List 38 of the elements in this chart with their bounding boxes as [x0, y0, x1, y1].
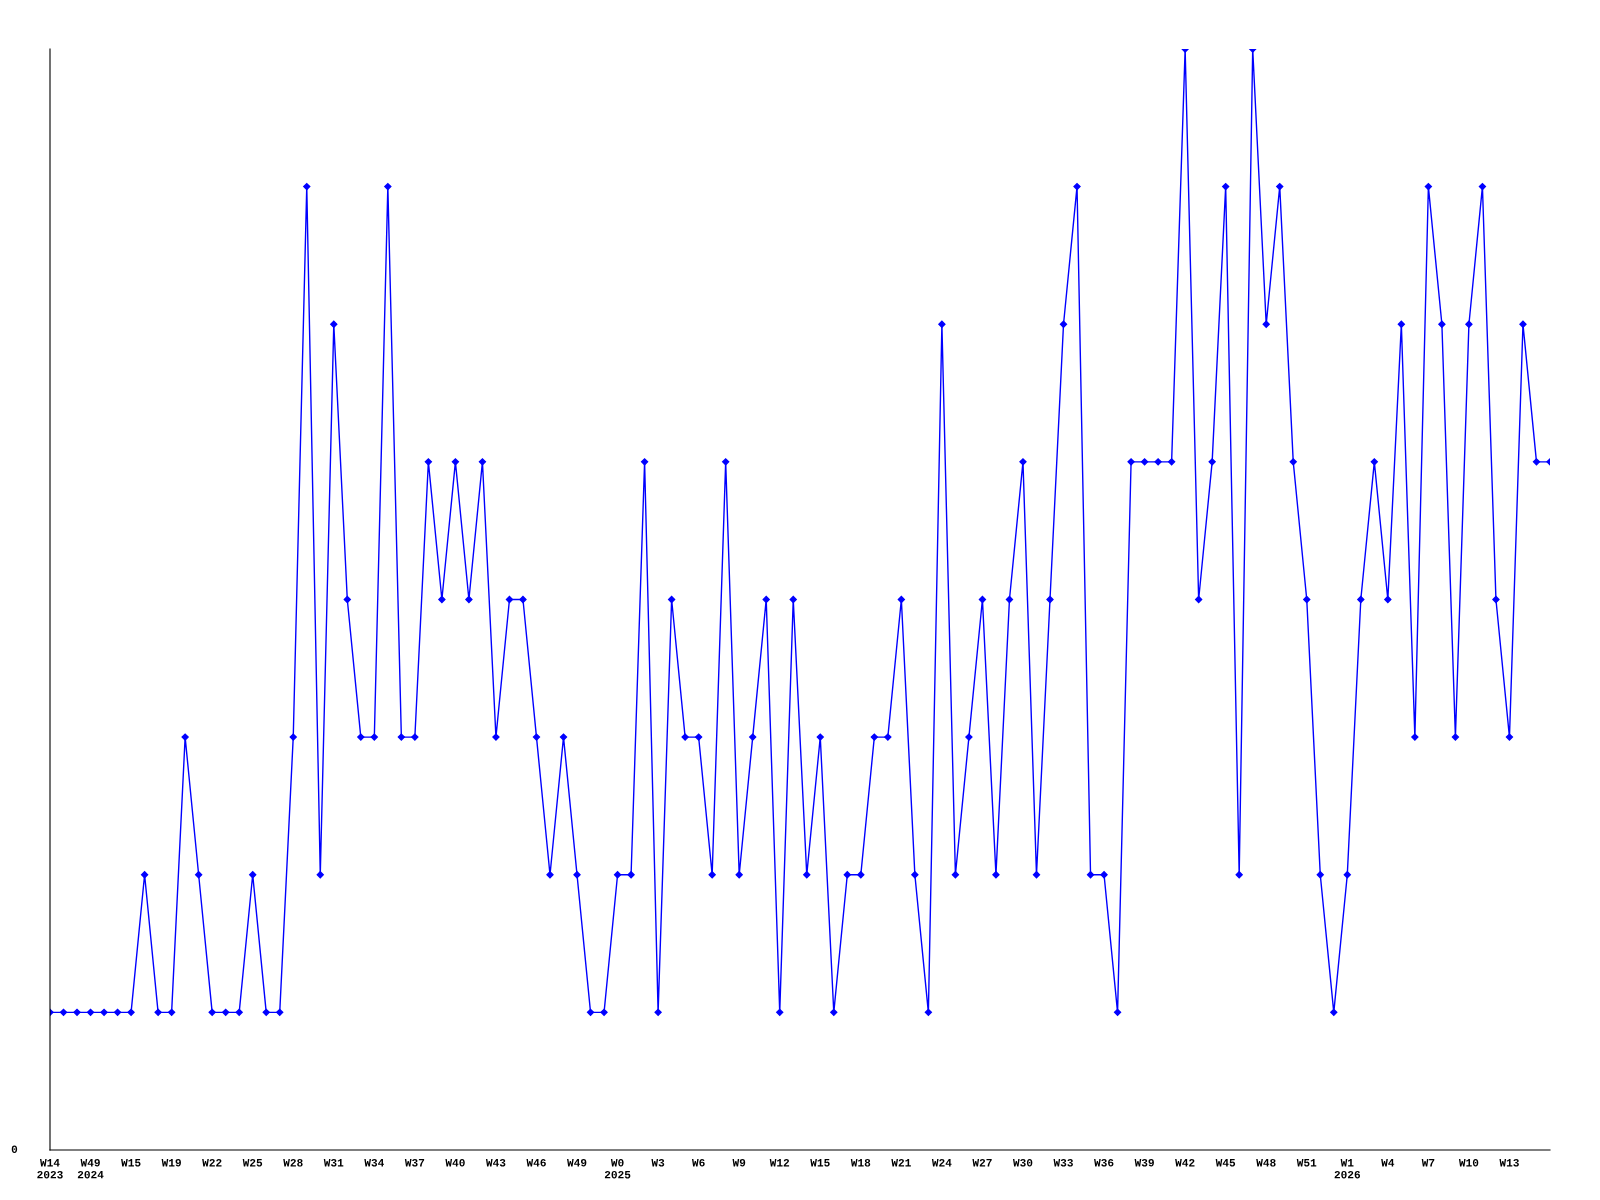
x-tick-label: W27 — [972, 1158, 992, 1167]
x-tick-label: W36 — [1094, 1158, 1114, 1167]
x-tick-label: W24 — [931, 1158, 952, 1167]
x-tick-label: W4 — [1381, 1159, 1395, 1167]
x-tick-label: W9 — [732, 1158, 746, 1167]
x-tick-label: W25 — [242, 1158, 263, 1167]
x-tick-label: W18 — [850, 1158, 871, 1167]
x-tick-label: W49 2024 — [77, 1158, 104, 1179]
x-tick-label: W19 — [161, 1158, 181, 1167]
x-tick-label: W1 2026 — [1334, 1159, 1361, 1179]
x-tick-label: W7 — [1421, 1159, 1435, 1167]
x-tick-label: W45 — [1215, 1159, 1236, 1167]
x-tick-label: W15 — [810, 1159, 830, 1167]
x-tick-label: W21 — [891, 1158, 911, 1167]
x-tick-label: W0 2025 — [604, 1158, 631, 1179]
text: 0 — [11, 1145, 18, 1153]
x-tick-label: W15 — [121, 1159, 141, 1167]
x-tick-label: W34 — [364, 1158, 384, 1167]
x-tick-label: W46 — [526, 1158, 546, 1167]
x-tick-label: W48 — [1256, 1158, 1276, 1167]
x-tick-label: W49 — [567, 1158, 587, 1167]
x-tick-label: W37 — [404, 1158, 425, 1167]
x-tick-label: W13 — [1499, 1158, 1519, 1167]
x-tick-label: W6 — [691, 1158, 705, 1167]
x-tick-label: W3 — [651, 1158, 665, 1167]
x-tick-label: W43 — [485, 1158, 506, 1167]
x-tick-label: W33 — [1053, 1158, 1073, 1167]
x-tick-label: W30 — [1012, 1158, 1033, 1167]
x-tick-label: W40 — [445, 1158, 465, 1167]
x-tick-label: W39 — [1134, 1158, 1154, 1167]
x-tick-label: W28 — [283, 1158, 303, 1167]
x-tick-label: W14 2023 — [37, 1159, 63, 1179]
x-tick-label: W51 — [1296, 1159, 1317, 1167]
x-tick-label: W31 — [323, 1158, 344, 1167]
x-tick-label: W42 — [1175, 1158, 1195, 1167]
x-tick-label: W22 — [202, 1158, 222, 1167]
x-tick-label: W10 — [1458, 1158, 1479, 1167]
x-tick-label: W12 — [769, 1158, 790, 1167]
